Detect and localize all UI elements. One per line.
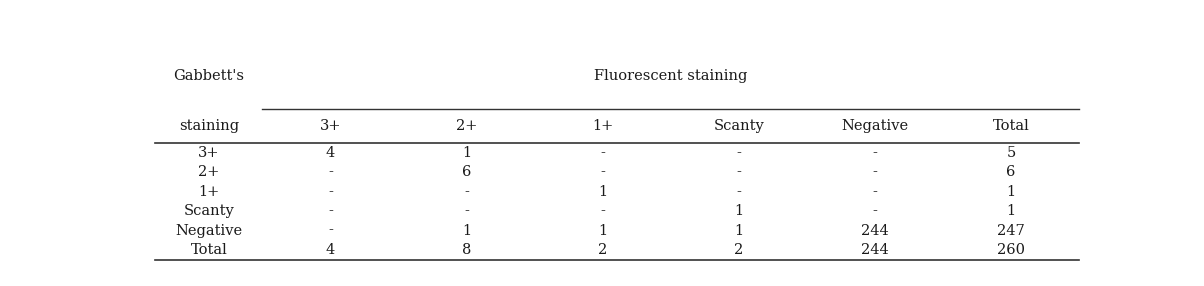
Text: staining: staining (178, 119, 238, 133)
Text: -: - (737, 185, 742, 199)
Text: 1: 1 (1007, 204, 1015, 218)
Text: -: - (465, 185, 470, 199)
Text: -: - (873, 185, 878, 199)
Text: 2: 2 (598, 243, 607, 257)
Text: 1: 1 (462, 224, 471, 238)
Text: -: - (601, 146, 606, 160)
Text: -: - (601, 165, 606, 179)
Text: -: - (873, 165, 878, 179)
Text: -: - (327, 165, 334, 179)
Text: Negative: Negative (842, 119, 908, 133)
Text: 244: 244 (861, 224, 889, 238)
Text: -: - (327, 185, 334, 199)
Text: 6: 6 (1007, 165, 1016, 179)
Text: 4: 4 (326, 146, 335, 160)
Text: Scanty: Scanty (183, 204, 235, 218)
Text: 1+: 1+ (592, 119, 613, 133)
Text: 1: 1 (734, 204, 743, 218)
Text: 2+: 2+ (456, 119, 477, 133)
Text: 1: 1 (598, 185, 607, 199)
Text: 6: 6 (462, 165, 471, 179)
Text: 8: 8 (462, 243, 471, 257)
Text: -: - (327, 224, 334, 238)
Text: Total: Total (992, 119, 1029, 133)
Text: 1: 1 (462, 146, 471, 160)
Text: 3+: 3+ (320, 119, 341, 133)
Text: 2: 2 (734, 243, 743, 257)
Text: -: - (327, 204, 334, 218)
Text: 1: 1 (598, 224, 607, 238)
Text: Gabbett's: Gabbett's (173, 69, 244, 83)
Text: 1: 1 (1007, 185, 1015, 199)
Text: -: - (465, 204, 470, 218)
Text: 2+: 2+ (199, 165, 219, 179)
Text: 247: 247 (997, 224, 1025, 238)
Text: Total: Total (190, 243, 228, 257)
Text: Scanty: Scanty (713, 119, 765, 133)
Text: 260: 260 (997, 243, 1025, 257)
Text: 244: 244 (861, 243, 889, 257)
Text: -: - (601, 204, 606, 218)
Text: 4: 4 (326, 243, 335, 257)
Text: -: - (873, 146, 878, 160)
Text: -: - (873, 204, 878, 218)
Text: -: - (737, 165, 742, 179)
Text: 1: 1 (734, 224, 743, 238)
Text: -: - (737, 146, 742, 160)
Text: 5: 5 (1007, 146, 1015, 160)
Text: Negative: Negative (176, 224, 242, 238)
Text: 1+: 1+ (199, 185, 219, 199)
Text: 3+: 3+ (199, 146, 219, 160)
Text: Fluorescent staining: Fluorescent staining (594, 69, 748, 83)
